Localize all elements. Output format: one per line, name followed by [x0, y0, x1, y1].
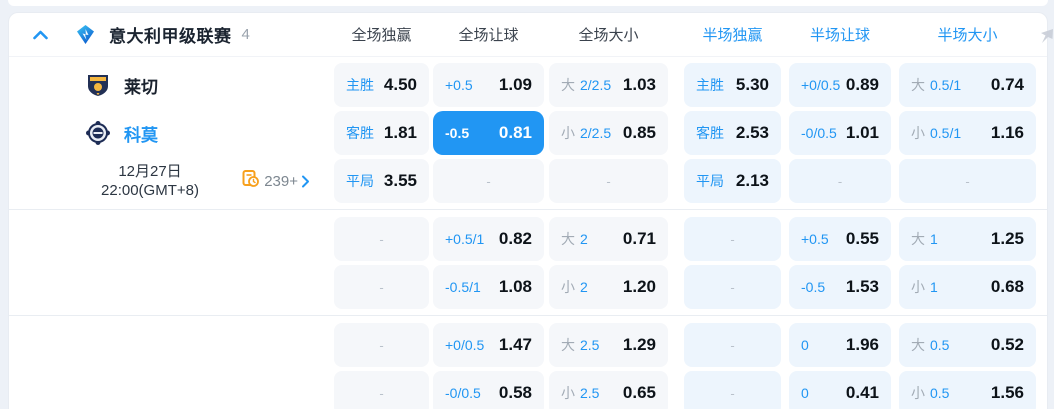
odds-cell-empty: - — [684, 323, 781, 367]
more-markets-link[interactable]: 239+ — [242, 170, 310, 192]
collapse-chevron-up-icon[interactable] — [32, 27, 48, 43]
odds-cell-selected[interactable]: -0.5 0.81 — [433, 111, 544, 155]
odds-cell-empty: - — [334, 371, 429, 409]
previous-card-edge — [8, 0, 1048, 6]
odds-row: - +0.5/1 0.82 大 2 0.71- +0.5 0.55 大 1 1.25 — [9, 217, 1047, 261]
odds-cell-empty: - — [334, 217, 429, 261]
group-separator — [9, 209, 1047, 210]
match-meta-row: 12月27日 22:00(GMT+8) 239+ — [9, 159, 334, 203]
odds-cell[interactable]: 平局 3.55 — [334, 159, 429, 203]
home-team-name: 莱切 — [124, 77, 158, 97]
odds-cell[interactable]: +0.5 0.55 — [789, 217, 891, 261]
odds-cell[interactable]: 小 0.5 1.56 — [899, 371, 1036, 409]
odds-cell[interactable]: +0.5 1.09 — [433, 63, 544, 107]
league-header: 意大利甲级联赛 4 全场独赢 全场让球 全场大小 半场独赢 半场让球 半场大小 — [9, 13, 1053, 57]
column-header-halftime-overunder: 半场大小 — [937, 27, 998, 44]
odds-cell[interactable]: 小 2 1.20 — [549, 265, 668, 309]
odds-row: - +0/0.5 1.47 大 2.5 1.29-0 1.96 大 0.5 0.52 — [9, 323, 1047, 367]
odds-cell[interactable]: +0.5/1 0.82 — [433, 217, 544, 261]
odds-cell[interactable]: 小 2/2.5 0.85 — [549, 111, 668, 155]
odds-cell[interactable]: +0/0.5 0.89 — [789, 63, 891, 107]
odds-cell[interactable]: 0 0.41 — [789, 371, 891, 409]
odds-cell[interactable]: 大 2/2.5 1.03 — [549, 63, 668, 107]
odds-row: 平局 3.55- - 平局 2.13- - — [9, 159, 1047, 203]
odds-cell[interactable]: 小 0.5/1 1.16 — [899, 111, 1036, 155]
column-header-halftime-handicap: 半场让球 — [809, 27, 870, 44]
group-separator — [9, 315, 1047, 316]
away-team-name: 科莫 — [124, 125, 158, 145]
odds-cell[interactable]: 大 0.5/1 0.74 — [899, 63, 1036, 107]
away-team-crest-icon — [85, 120, 111, 146]
league-match-count: 4 — [241, 26, 250, 43]
markets-count: 239+ — [264, 172, 298, 190]
odds-cell[interactable]: 大 2.5 1.29 — [549, 323, 668, 367]
odds-cell[interactable]: 大 2 0.71 — [549, 217, 668, 261]
odds-cell[interactable]: 大 0.5 0.52 — [899, 323, 1036, 367]
odds-cell-empty: - — [433, 159, 544, 203]
odds-cell-empty: - — [899, 159, 1036, 203]
odds-cell[interactable]: 小 2.5 0.65 — [549, 371, 668, 409]
odds-cell[interactable]: 主胜 5.30 — [684, 63, 781, 107]
odds-row: 客胜 1.81 -0.5 0.81 小 2/2.5 0.85 客胜 2.53 -0/0.5 1.01… — [9, 111, 1047, 155]
odds-cell[interactable]: 客胜 1.81 — [334, 111, 429, 155]
odds-cell[interactable]: 大 1 1.25 — [899, 217, 1036, 261]
away-team-row: 科莫 — [9, 111, 334, 155]
markets-count-icon — [242, 170, 260, 192]
home-team-row: 莱切 — [9, 63, 334, 107]
league-odds-card: 意大利甲级联赛 4 全场独赢 全场让球 全场大小 半场独赢 半场让球 半场大小 … — [8, 12, 1053, 409]
serie-a-logo-icon — [75, 24, 96, 45]
odds-cell[interactable]: -0.5 1.53 — [789, 265, 891, 309]
odds-cell[interactable]: 主胜 4.50 — [334, 63, 429, 107]
match-time: 22:00(GMT+8) — [101, 182, 199, 199]
match-datetime: 12月27日 22:00(GMT+8) — [80, 162, 220, 200]
column-header-fulltime-overunder: 全场大小 — [578, 27, 639, 44]
column-header-halftime-1x2: 半场独赢 — [702, 27, 763, 44]
odds-cell[interactable]: -0/0.5 0.58 — [433, 371, 544, 409]
column-header-fulltime-1x2: 全场独赢 — [351, 27, 412, 44]
odds-cell-empty: - — [549, 159, 668, 203]
odds-cell[interactable]: 0 1.96 — [789, 323, 891, 367]
odds-cell-empty: - — [334, 323, 429, 367]
odds-cell-empty: - — [334, 265, 429, 309]
odds-cell-empty: - — [684, 265, 781, 309]
odds-cell-empty: - — [684, 371, 781, 409]
match-date: 12月27日 — [118, 163, 182, 180]
odds-cell[interactable]: 客胜 2.53 — [684, 111, 781, 155]
match-info-column: 莱切 科莫 12月27日 22:00(GMT+8) — [9, 63, 334, 203]
league-header-left: 意大利甲级联赛 4 — [9, 22, 334, 47]
chevron-right-icon — [301, 175, 310, 188]
odds-cell-empty: - — [684, 217, 781, 261]
odds-grid: 主胜 4.50 +0.5 1.09 大 2/2.5 1.03 主胜 5.30 +0/0.5 0.89… — [9, 57, 1047, 409]
odds-cell[interactable]: 平局 2.13 — [684, 159, 781, 203]
odds-cell[interactable]: +0/0.5 1.47 — [433, 323, 544, 367]
pin-icon[interactable] — [1033, 23, 1054, 45]
odds-row: - -0/0.5 0.58 小 2.5 0.65-0 0.41 小 0.5 1.56 — [9, 371, 1047, 409]
odds-cell[interactable]: -0/0.5 1.01 — [789, 111, 891, 155]
odds-cell[interactable]: 小 1 0.68 — [899, 265, 1036, 309]
league-title: 意大利甲级联赛 — [109, 27, 232, 46]
column-header-fulltime-handicap: 全场让球 — [458, 27, 519, 44]
odds-row: 主胜 4.50 +0.5 1.09 大 2/2.5 1.03 主胜 5.30 +0/0.5 0.89… — [9, 63, 1047, 107]
odds-cell-empty: - — [789, 159, 891, 203]
home-team-crest-icon — [85, 72, 111, 98]
odds-cell[interactable]: -0.5/1 1.08 — [433, 265, 544, 309]
odds-row: - -0.5/1 1.08 小 2 1.20- -0.5 1.53 小 1 0.68 — [9, 265, 1047, 309]
